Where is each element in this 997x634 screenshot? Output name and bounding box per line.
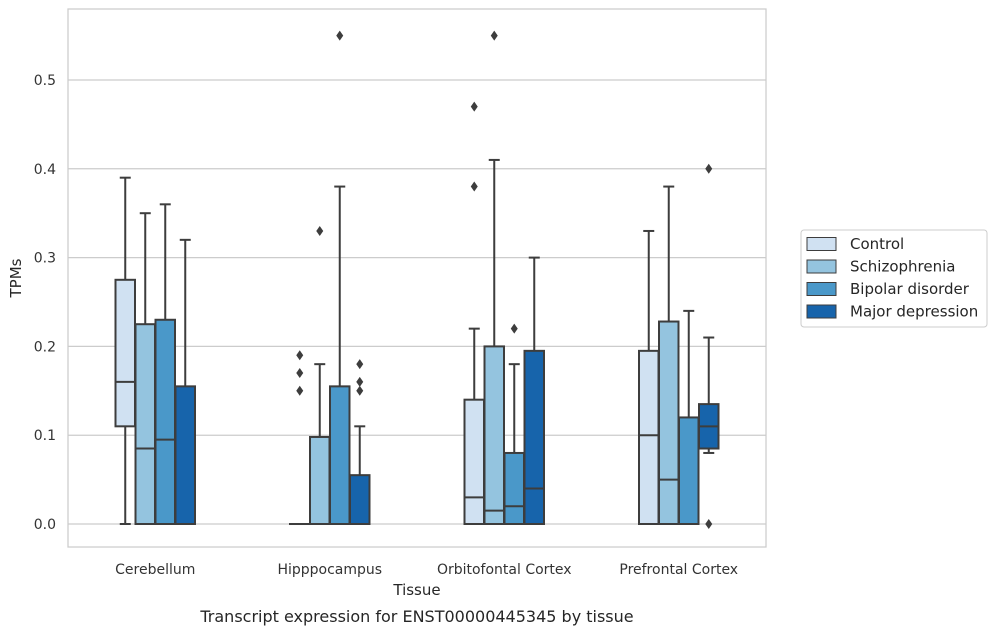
x-tick-label: Hipppocampus [277, 562, 382, 578]
box-2-2 [503, 323, 525, 525]
legend-label: Control [850, 235, 904, 253]
outlier-point [490, 30, 498, 41]
box-3-2 [523, 256, 545, 525]
y-tick-label: 0.1 [34, 428, 56, 444]
box-2-0 [154, 203, 176, 526]
outlier-point [470, 101, 478, 112]
box-1-1 [309, 225, 331, 526]
box-body [174, 385, 196, 525]
legend: Control Schizophrenia Bipolar disorder Majo… [800, 229, 988, 328]
box-body [503, 451, 525, 525]
outlier-point [470, 181, 478, 192]
box-0-1 [289, 350, 311, 526]
box-2-1 [329, 30, 351, 525]
box-body [329, 385, 351, 525]
box-0-3 [638, 229, 660, 525]
box-body [309, 435, 331, 526]
box-body [154, 318, 176, 526]
outlier-point [296, 385, 304, 396]
legend-swatch [806, 259, 837, 274]
legend-label: Major depression [850, 303, 978, 321]
box-2-3 [678, 309, 700, 525]
outlier-point [356, 359, 364, 370]
x-tick-label: Orbitofontal Cortex [437, 562, 572, 578]
box-body [349, 474, 371, 526]
y-tick-label: 0.5 [34, 73, 56, 89]
y-tick-label: 0.4 [34, 162, 56, 178]
outlier-point [356, 376, 364, 387]
outlier-point [296, 350, 304, 361]
legend-swatch [806, 282, 837, 296]
legend-swatch [806, 304, 837, 319]
box-3-3 [698, 163, 720, 529]
x-tick-label: Cerebellum [115, 562, 195, 578]
legend-swatch [806, 237, 837, 251]
outlier-point [316, 225, 324, 236]
outlier-point [705, 519, 713, 529]
chart-caption: Transcript expression for ENST0000044534… [199, 607, 633, 626]
box-1-0 [134, 212, 156, 526]
outlier-point [705, 163, 713, 174]
y-axis-title: TPMs [7, 258, 25, 298]
box-body [463, 398, 485, 525]
x-axis-title: Tissue [392, 581, 440, 599]
box-0-2 [463, 101, 485, 525]
box-body [678, 416, 700, 525]
box-body [114, 278, 136, 428]
box-1-2 [483, 30, 505, 525]
outlier-point [356, 385, 364, 396]
x-tick-label: Prefrontal Cortex [619, 562, 738, 578]
box-body [638, 349, 660, 525]
x-tick-labels: Cerebellum Hipppocampus Orbitofontal Corte… [115, 562, 738, 578]
box-0-0 [114, 176, 136, 525]
legend-label: Schizophrenia [850, 258, 955, 276]
box-body [523, 349, 545, 525]
y-tick-label: 0.0 [34, 517, 56, 533]
plot-frame [67, 8, 767, 548]
box-body [483, 345, 505, 525]
legend-label: Bipolar disorder [850, 280, 970, 298]
box-body [134, 323, 156, 526]
y-tick-label: 0.3 [34, 251, 56, 267]
legend-frame [800, 229, 988, 328]
y-tick-label: 0.2 [34, 339, 56, 355]
boxes [114, 30, 720, 529]
box-3-1 [349, 359, 371, 526]
outlier-point [296, 368, 304, 379]
outlier-point [336, 30, 344, 41]
box-3-0 [174, 238, 196, 525]
y-tick-labels: 0.0 0.1 0.2 0.3 0.4 0.5 [34, 73, 56, 533]
box-1-3 [658, 185, 680, 526]
box-body [658, 320, 680, 526]
outlier-point [510, 323, 518, 334]
